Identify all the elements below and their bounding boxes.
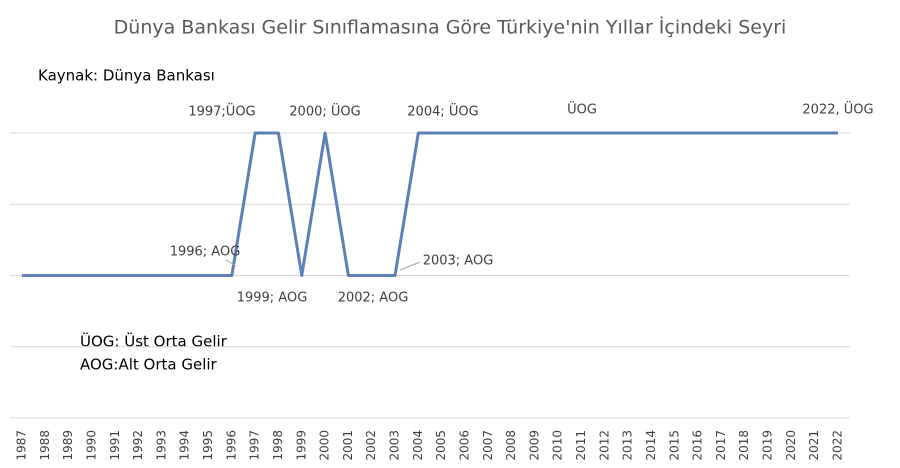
x-tick-label: 1995: [201, 430, 215, 461]
x-tick-label: 2016: [691, 430, 705, 461]
x-tick-label: 1991: [108, 430, 122, 461]
x-tick-label: 2015: [667, 430, 681, 461]
annotation: 2022, ÜOG: [802, 101, 873, 118]
leader-line: [225, 259, 237, 267]
annotation: 2002; AOG: [338, 291, 409, 306]
x-tick-label: 1990: [84, 430, 98, 461]
x-tick-label: 2018: [737, 430, 751, 461]
x-tick-label: 2006: [457, 430, 471, 461]
x-tick-label: 2008: [504, 430, 518, 461]
data-line: [22, 131, 838, 277]
source-note: Kaynak: Dünya Bankası: [38, 67, 215, 85]
x-tick-label: 2004: [411, 430, 425, 461]
x-tick-label: 1993: [154, 430, 168, 461]
x-tick-label: 1996: [224, 430, 238, 461]
x-tick-label: 2009: [527, 430, 541, 461]
leader-line: [399, 261, 421, 271]
x-tick-label: 2022: [831, 430, 845, 461]
legend-note: AOG:Alt Orta Gelir: [80, 356, 218, 374]
x-tick-label: 1998: [271, 430, 285, 461]
x-tick-label: 2005: [434, 430, 448, 461]
chart-title: Dünya Bankası Gelir Sınıflamasına Göre T…: [114, 16, 787, 39]
annotation: ÜOG: [567, 101, 597, 118]
x-tick-label: 1994: [178, 430, 192, 461]
annotation: 1996; AOG: [170, 245, 241, 260]
x-tick-label: 2014: [644, 430, 658, 461]
x-tick-label: 1988: [38, 430, 52, 461]
x-tick-label: 2001: [341, 430, 355, 461]
x-tick-label: 2020: [784, 430, 798, 461]
x-tick-label: 2002: [364, 430, 378, 461]
legend-note: ÜOG: Üst Orta Gelir: [80, 332, 228, 351]
x-tick-label: 2007: [481, 430, 495, 461]
x-tick-label: 2012: [597, 430, 611, 461]
x-tick-label: 1992: [131, 430, 145, 461]
x-tick-label: 2017: [714, 430, 728, 461]
x-tick-label: 2010: [551, 430, 565, 461]
x-tick-label: 1999: [294, 430, 308, 461]
x-tick-label: 1989: [61, 430, 75, 461]
x-tick-label: 2011: [574, 430, 588, 461]
annotation: 1999; AOG: [237, 291, 308, 306]
x-tick-label: 2019: [761, 430, 775, 461]
x-tick-label: 2013: [621, 430, 635, 461]
x-tick-label: 2021: [807, 430, 821, 461]
annotation: 2004; ÜOG: [407, 103, 478, 120]
annotation: 2000; ÜOG: [289, 103, 360, 120]
x-tick-label: 2000: [318, 430, 332, 461]
x-tick-label: 1997: [248, 430, 262, 461]
x-tick-label: 2003: [388, 430, 402, 461]
annotation: 1997;ÜOG: [188, 103, 255, 120]
x-tick-label: 1987: [15, 430, 29, 461]
annotation: 2003; AOG: [423, 254, 494, 269]
